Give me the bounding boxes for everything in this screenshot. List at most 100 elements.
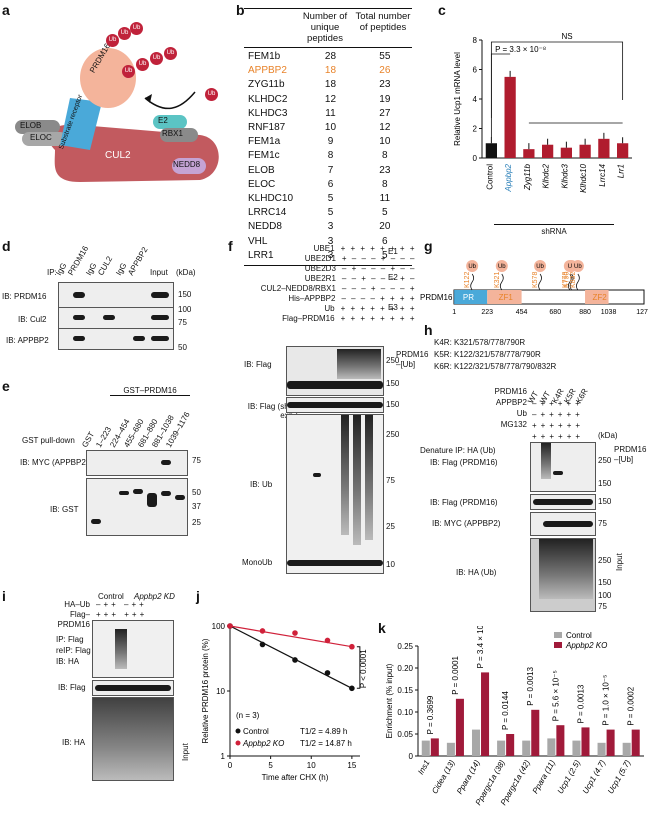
c-bar xyxy=(617,143,629,158)
unique-peptides: 7 xyxy=(327,164,334,176)
c-bar xyxy=(542,144,554,158)
g-ub-circle xyxy=(571,260,584,272)
c-category-label: Klhdc2 xyxy=(542,163,551,188)
g-site-label: K122 xyxy=(464,272,471,288)
g-site-linker xyxy=(538,273,542,291)
g-site-label: K832 xyxy=(570,272,577,288)
h-rows: PRDM16 APPBP2 Ub MG132 xyxy=(485,386,527,430)
c-tick-label: 0 xyxy=(473,154,478,163)
panel-j-label: j xyxy=(196,588,200,604)
ub-chain-7: Ub xyxy=(130,22,143,35)
table-row: KLHDC3 11 27 xyxy=(244,107,412,121)
j-ko-point xyxy=(324,637,331,644)
table-row: NEDD8 3 20 xyxy=(244,220,412,234)
k-bar-control xyxy=(446,742,455,756)
ub-chain-2: Ub xyxy=(136,58,149,71)
table-row: FEM1b 28 55 xyxy=(244,50,412,64)
g-ub-circle xyxy=(534,260,547,272)
blot-e-myc xyxy=(86,450,188,476)
h-ib-5: IB: HA (Ub) xyxy=(456,568,497,577)
g-site-linker xyxy=(499,273,504,291)
f-row-label: UBE2D3 xyxy=(304,264,336,273)
blot-h-flag xyxy=(530,494,596,510)
j-control-point xyxy=(349,685,355,692)
table-row: FEM1a 9 10 xyxy=(244,135,412,149)
table-row: VHL 3 6 xyxy=(244,235,412,249)
ub-chain-1: Ub xyxy=(122,65,135,78)
g-tick-label: 680 xyxy=(549,309,561,316)
unique-peptides: 9 xyxy=(327,136,334,148)
g-ub-text: Ub xyxy=(536,264,544,270)
k-bar-ko xyxy=(556,725,565,756)
g-zf1-domain xyxy=(487,290,522,304)
g-tick-label: 1038 xyxy=(601,309,617,316)
f-row: His–APPBP2 – – – – + + + + xyxy=(236,294,416,304)
h-mw-150c: 150 xyxy=(598,578,612,587)
f-mw-150b: 150 xyxy=(386,400,400,409)
d-lane-5: IgG xyxy=(114,261,129,277)
i-ib-ha2: IB: HA xyxy=(62,738,86,747)
i-ib-ha: IB: HA xyxy=(56,657,80,666)
table-row: KLHDC10 5 11 xyxy=(244,192,412,206)
table-row: KLHDC2 12 19 xyxy=(244,93,412,107)
e-lane-1: GST xyxy=(80,430,97,449)
i-ib-top: IP: Flag reIP: Flag IB: HA xyxy=(56,634,91,667)
total-peptides: 6 xyxy=(382,235,388,247)
k-legend-control: Control xyxy=(566,631,592,640)
total-peptides: 19 xyxy=(379,93,391,105)
g-ub-text: Ub xyxy=(468,264,476,270)
ub-chain-3: Ub xyxy=(150,52,163,65)
total-peptides: 5 xyxy=(382,249,388,261)
total-peptides: 5 xyxy=(382,207,388,219)
protein-name: ELOC xyxy=(248,178,276,190)
c-category-label: Lrr1 xyxy=(617,164,626,178)
total-peptides: 10 xyxy=(379,136,391,148)
j-xtick-label: 15 xyxy=(347,761,356,770)
col-total: Total number of peptides xyxy=(355,11,411,33)
h-ib-4: IB: MYC (APPBP2) xyxy=(432,519,501,528)
j-y-label: Relative PRDM16 protein (%) xyxy=(201,638,210,743)
chart-k: 0 0.05 0.10 0.15 0.20 0.25 Enrichment (% input… xyxy=(385,626,644,807)
f-row-signs: – + – – – + – – xyxy=(341,264,416,273)
f-monoub: MonoUb xyxy=(242,558,273,567)
k-bar-ko xyxy=(506,734,515,756)
h-mw-75: 75 xyxy=(598,519,607,528)
blot-f-ub xyxy=(286,414,384,574)
f-mw-25: 25 xyxy=(386,522,395,531)
k-ytick-label: 0.05 xyxy=(397,730,413,739)
j-ytick-label: 100 xyxy=(212,622,226,631)
j-t12-ko: T1/2 = 14.87 h xyxy=(300,739,352,748)
total-peptides: 8 xyxy=(382,178,388,190)
d-lane-6: APPBP2 xyxy=(126,245,150,277)
h-row-mg132: MG132 xyxy=(500,420,527,429)
f-row: UBE2D3 – + – – – + – – xyxy=(236,264,416,274)
k-pvalue: P = 1.0 × 10⁻⁵ xyxy=(602,675,611,726)
k-category-label: Ppara (14) xyxy=(455,758,482,796)
k-bar-control xyxy=(497,740,506,756)
j-n-text: (n = 3) xyxy=(236,711,260,720)
k-bar-ko xyxy=(606,729,615,756)
protein-name: KLHDC3 xyxy=(248,107,288,119)
j-legend-ko: Appbp2 KO xyxy=(242,739,284,748)
k-legend-control-swatch xyxy=(554,632,562,638)
k-pvalue: P = 3.4 × 10⁻⁵ xyxy=(476,626,485,668)
c-category-label: Lrrc14 xyxy=(598,163,607,186)
k-bar-ko xyxy=(430,738,439,756)
g-pr-domain xyxy=(454,290,488,304)
j-xtick-label: 5 xyxy=(268,761,273,770)
f-side-label: PRDM16 –[Ub] xyxy=(396,350,429,369)
unique-peptides: 28 xyxy=(324,51,337,62)
j-t12-control: T1/2 = 4.89 h xyxy=(300,727,347,736)
e-mw-50: 50 xyxy=(192,488,201,497)
g-site-linker xyxy=(567,273,572,291)
j-ytick-label: 1 xyxy=(221,752,226,761)
e-mw-75: 75 xyxy=(192,456,201,465)
total-peptides: 8 xyxy=(382,150,388,162)
g-tick-label: 223 xyxy=(481,309,493,316)
ub-chain-5: Ub xyxy=(106,34,119,47)
unique-peptides: 12 xyxy=(324,93,337,105)
d-ib-2: IB: Cul2 xyxy=(18,315,47,324)
c-pvalue-text: P = 3.3 × 10⁻⁸ xyxy=(495,45,546,54)
c-bar xyxy=(523,149,535,158)
i-kd: Appbp2 KD xyxy=(134,592,175,601)
